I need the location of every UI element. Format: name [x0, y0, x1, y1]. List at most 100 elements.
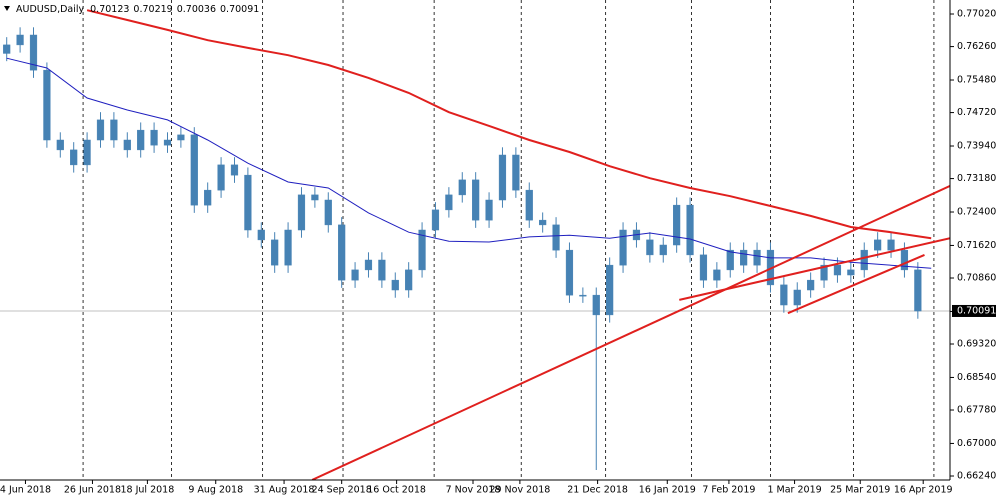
ohlc-value: 0.70036	[177, 4, 216, 15]
x-tick-label: 7 Feb 2019	[702, 485, 755, 496]
candle-body	[351, 269, 359, 281]
y-tick-label: 0.69320	[957, 339, 996, 350]
x-tick-label: 25 Mar 2019	[830, 485, 890, 496]
x-tick-label: 26 Jun 2018	[64, 485, 121, 496]
candle-body	[619, 229, 627, 266]
current-price-label: 0.70091	[957, 305, 996, 316]
candle-body	[137, 129, 145, 151]
candle-body	[150, 129, 158, 146]
candle-body	[900, 249, 909, 271]
candle-body	[110, 119, 118, 141]
candle-body	[230, 164, 239, 176]
candle-body	[418, 229, 426, 271]
candle-body	[860, 249, 868, 271]
candle-body	[807, 279, 815, 291]
x-tick-label: 24 Sep 2018	[312, 485, 372, 496]
candle-body	[217, 164, 225, 191]
candle-body	[204, 189, 212, 206]
candle-body	[338, 224, 346, 281]
y-tick-label: 0.73180	[957, 173, 996, 184]
candle-body	[646, 239, 654, 256]
candle-body	[284, 229, 292, 266]
x-tick-label: 7 Nov 2018	[446, 485, 501, 496]
candle-body	[793, 289, 801, 306]
header-marker	[4, 6, 10, 11]
x-tick-label: 16 Oct 2018	[367, 485, 426, 496]
candle-body	[16, 34, 24, 46]
candle-body	[673, 204, 681, 246]
x-tick-label: 4 Jun 2018	[0, 485, 51, 496]
candle-body	[190, 134, 198, 206]
candle-body	[177, 134, 185, 141]
candle-body	[659, 244, 667, 256]
y-tick-label: 0.67000	[957, 438, 996, 449]
y-tick-label: 0.68540	[957, 372, 996, 383]
candle-body	[163, 139, 172, 146]
candle-body	[686, 204, 694, 256]
candle-body	[552, 224, 560, 251]
chart-header: AUDUSD,Daily 0.70123 0.70219 0.70036 0.70091	[16, 4, 259, 15]
candle-body	[378, 259, 386, 281]
candle-body	[364, 259, 373, 271]
candle-body	[847, 269, 855, 276]
y-tick-label: 0.71620	[957, 240, 996, 251]
y-tick-label: 0.74720	[957, 107, 996, 118]
y-tick-label: 0.75480	[957, 75, 996, 86]
candle-body	[740, 249, 748, 266]
candle-body	[311, 194, 319, 201]
x-tick-label: 18 Jul 2018	[121, 485, 175, 496]
candle-body	[820, 264, 828, 281]
candle-body	[485, 199, 493, 221]
candle-body	[123, 139, 131, 151]
candle-body	[699, 254, 708, 281]
indicator-line	[6, 57, 932, 269]
candle-body	[726, 249, 734, 271]
x-tick-label: 31 Aug 2018	[254, 485, 315, 496]
indicator-line	[311, 184, 950, 480]
x-tick-label: 9 Aug 2018	[188, 485, 243, 496]
x-tick-label: 16 Apr 2019	[894, 485, 953, 496]
candle-body	[914, 269, 922, 312]
current-price-box	[952, 304, 996, 317]
candle-body	[324, 199, 332, 226]
candle-body	[271, 239, 279, 266]
x-tick-label: 1 Mar 2019	[767, 485, 821, 496]
ohlc-value: 0.70219	[133, 4, 172, 15]
candle-body	[458, 179, 466, 196]
candle-body	[297, 194, 306, 231]
y-tick-label: 0.67780	[957, 405, 996, 416]
candle-body	[43, 69, 51, 141]
candle-body	[713, 269, 721, 281]
y-tick-label: 0.77020	[957, 9, 996, 20]
indicator-line	[787, 253, 925, 315]
candle-body	[780, 284, 788, 306]
candle-body	[498, 154, 507, 201]
candle-body	[431, 209, 440, 231]
ohlc-value: 0.70123	[90, 4, 129, 15]
candle-body	[753, 249, 761, 266]
candle-body	[445, 194, 453, 211]
candle-body	[565, 249, 574, 296]
candle-body	[391, 279, 399, 291]
candle-body	[525, 189, 533, 221]
x-tick-label: 29 Nov 2018	[489, 485, 550, 496]
candle-body	[83, 139, 91, 166]
indicator-line	[679, 237, 950, 301]
candle-body	[579, 294, 587, 297]
indicator-line	[86, 9, 932, 240]
candle-body	[257, 229, 265, 241]
plot-area	[0, 9, 950, 480]
candle-body	[3, 44, 11, 54]
symbol: AUDUSD,Daily	[16, 4, 85, 15]
candle-body	[472, 179, 480, 221]
candle-body	[70, 149, 78, 166]
candle-body	[512, 154, 520, 191]
y-tick-label: 0.72400	[957, 207, 996, 218]
candle-body	[96, 119, 105, 141]
y-tick-label: 0.76260	[957, 41, 996, 52]
candle-body	[244, 174, 252, 231]
candle-body	[887, 239, 895, 251]
ohlc-value: 0.70091	[220, 4, 259, 15]
